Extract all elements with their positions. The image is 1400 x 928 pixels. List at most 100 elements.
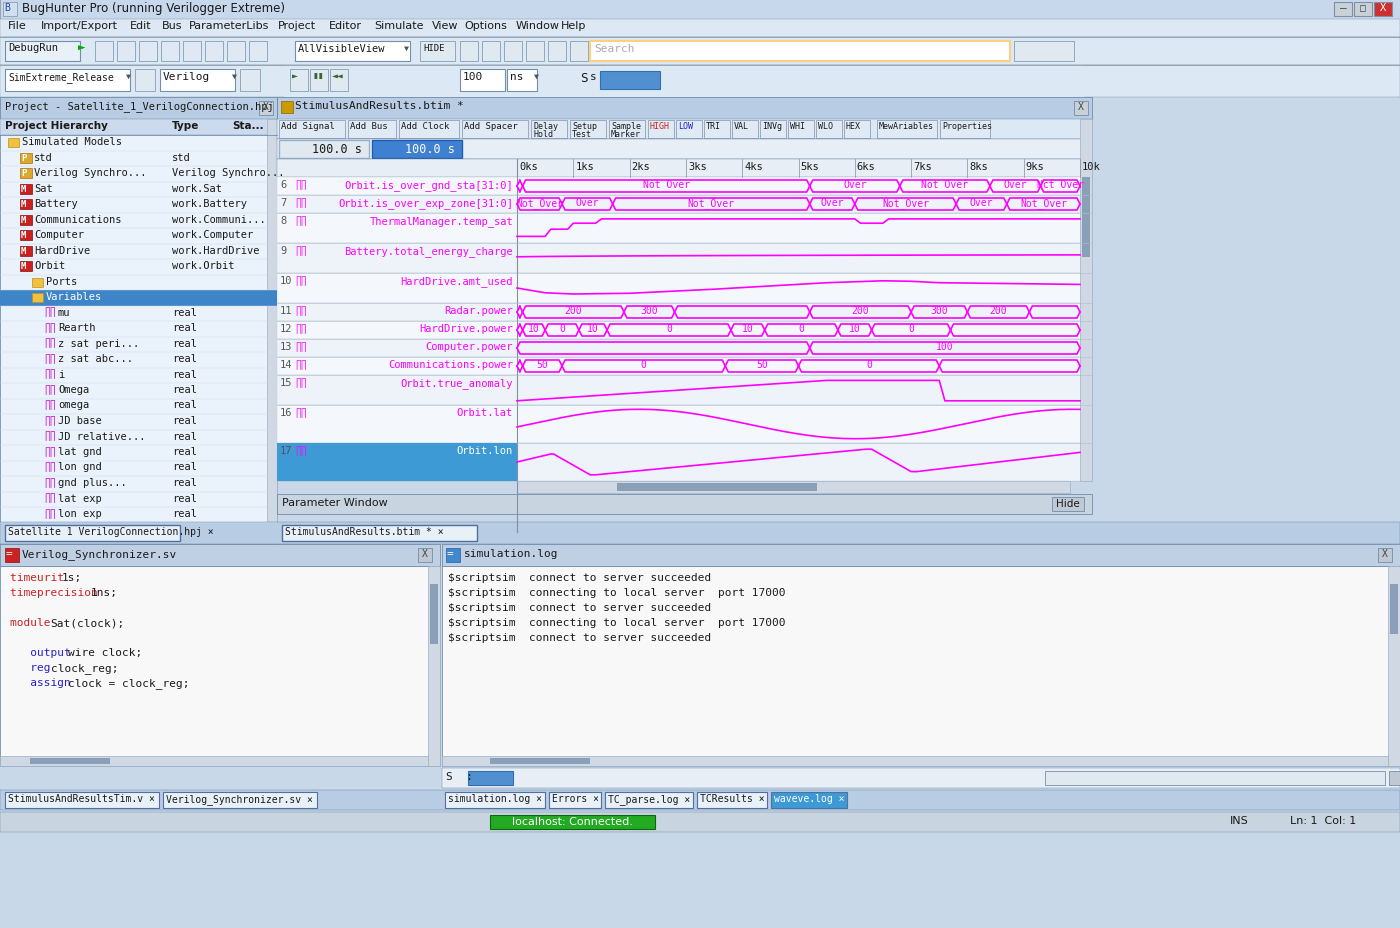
Bar	[0, 20, 1400, 38]
Text: Type: Type	[172, 121, 199, 131]
Bar	[844, 121, 869, 139]
Text: Simulate: Simulate	[374, 21, 423, 31]
Text: X: X	[263, 102, 269, 112]
Text: omega: omega	[57, 400, 90, 410]
Bar	[547, 42, 566, 62]
Text: $scriptsim  connecting to local server  port 17000: $scriptsim connecting to local server po…	[448, 617, 785, 627]
Text: 4ks: 4ks	[745, 161, 763, 172]
Text: HEX: HEX	[846, 122, 861, 131]
Text: ∏∏: ∏∏	[295, 378, 307, 388]
Text: real: real	[172, 323, 197, 332]
Bar	[277, 160, 1092, 178]
Text: Parameter Window: Parameter Window	[281, 497, 388, 508]
Text: ∏∏: ∏∏	[295, 246, 307, 256]
Text: 6ks: 6ks	[857, 161, 875, 172]
Bar	[0, 290, 277, 306]
Text: 1ks: 1ks	[575, 161, 594, 172]
Bar	[0, 566, 440, 767]
Bar	[290, 70, 308, 92]
Bar	[6, 793, 160, 808]
Bar	[183, 42, 202, 62]
Bar	[277, 244, 1092, 274]
Text: 12: 12	[280, 324, 293, 334]
Text: HardDrive.amt_used: HardDrive.amt_used	[400, 276, 512, 287]
Text: TRI: TRI	[706, 122, 721, 131]
Bar	[428, 566, 440, 767]
Text: real: real	[172, 400, 197, 410]
Bar	[1074, 102, 1088, 116]
Text: real: real	[172, 446, 197, 457]
Bar	[517, 482, 1070, 494]
Text: std: std	[172, 152, 190, 162]
Text: 0: 0	[666, 324, 672, 334]
Bar	[279, 121, 344, 139]
Bar	[0, 812, 1400, 832]
Text: ∏∏: ∏∏	[295, 276, 307, 286]
Text: z sat peri...: z sat peri...	[57, 338, 139, 348]
Text: waveve.log ×: waveve.log ×	[774, 793, 844, 803]
Text: 0: 0	[641, 360, 647, 369]
Bar	[295, 42, 410, 62]
Text: ∏∏: ∏∏	[43, 323, 56, 332]
Text: P: P	[21, 169, 27, 178]
Bar	[1387, 566, 1400, 767]
Text: Sat(clock);: Sat(clock);	[50, 617, 125, 627]
Text: localhost: Connected.: localhost: Connected.	[511, 816, 633, 826]
Text: 50: 50	[756, 360, 767, 369]
Text: ▼: ▼	[405, 44, 409, 53]
Text: Project - Satellite_1_VerilogConnection.hpj: Project - Satellite_1_VerilogConnection.…	[6, 101, 274, 111]
Text: ThermalManager.temp_sat: ThermalManager.temp_sat	[370, 216, 512, 226]
Bar	[1014, 42, 1074, 62]
Text: Sta...: Sta...	[232, 121, 263, 131]
Text: Computer: Computer	[34, 230, 84, 239]
Text: ▮▮: ▮▮	[312, 71, 323, 81]
Text: X: X	[1382, 548, 1387, 559]
Bar	[20, 535, 99, 542]
Bar	[876, 121, 937, 139]
Text: HardDrive: HardDrive	[34, 245, 90, 255]
Text: module: module	[10, 617, 57, 627]
Bar	[0, 38, 1400, 66]
Text: Add Bus: Add Bus	[350, 122, 388, 131]
Text: Delay: Delay	[533, 122, 559, 131]
Text: lon exp: lon exp	[57, 509, 102, 519]
Text: $scriptsim  connect to server succeeded: $scriptsim connect to server succeeded	[448, 602, 711, 612]
Text: Not_Over: Not_Over	[687, 198, 735, 209]
Bar	[267, 120, 277, 545]
Text: Nct Over: Nct Over	[1037, 180, 1084, 190]
Bar	[482, 42, 500, 62]
Text: X: X	[421, 548, 428, 559]
Bar	[419, 548, 433, 562]
Text: Not_Over: Not_Over	[1021, 198, 1067, 209]
Text: M: M	[21, 246, 27, 255]
Text: View: View	[431, 21, 458, 31]
Text: Radar.power: Radar.power	[444, 305, 512, 316]
Text: 2ks: 2ks	[631, 161, 651, 172]
Text: 200: 200	[564, 305, 582, 316]
Text: S: S	[580, 72, 588, 84]
Text: 8: 8	[280, 216, 286, 226]
Text: Over: Over	[1004, 180, 1028, 190]
Bar	[468, 771, 512, 785]
Text: 7ks: 7ks	[913, 161, 932, 172]
Bar	[6, 42, 80, 62]
Text: StimulusAndResults.btim *: StimulusAndResults.btim *	[295, 101, 463, 110]
Text: reg: reg	[10, 663, 57, 672]
Text: 9: 9	[280, 246, 286, 256]
Bar	[32, 293, 43, 303]
Text: File: File	[8, 21, 27, 31]
Text: M: M	[21, 200, 27, 209]
Text: Orbit.true_anomaly: Orbit.true_anomaly	[400, 378, 512, 389]
Bar	[20, 215, 32, 226]
Text: Add Signal: Add Signal	[281, 122, 335, 131]
Text: TC_parse.log ×: TC_parse.log ×	[608, 793, 690, 804]
Text: Over: Over	[970, 198, 993, 208]
Bar	[816, 121, 841, 139]
Bar	[0, 120, 277, 545]
Bar	[549, 793, 601, 808]
Bar	[601, 72, 659, 90]
Bar	[20, 200, 32, 210]
Text: real: real	[172, 509, 197, 519]
Text: ∏∏: ∏∏	[295, 216, 307, 226]
Text: work.Sat: work.Sat	[172, 184, 223, 193]
